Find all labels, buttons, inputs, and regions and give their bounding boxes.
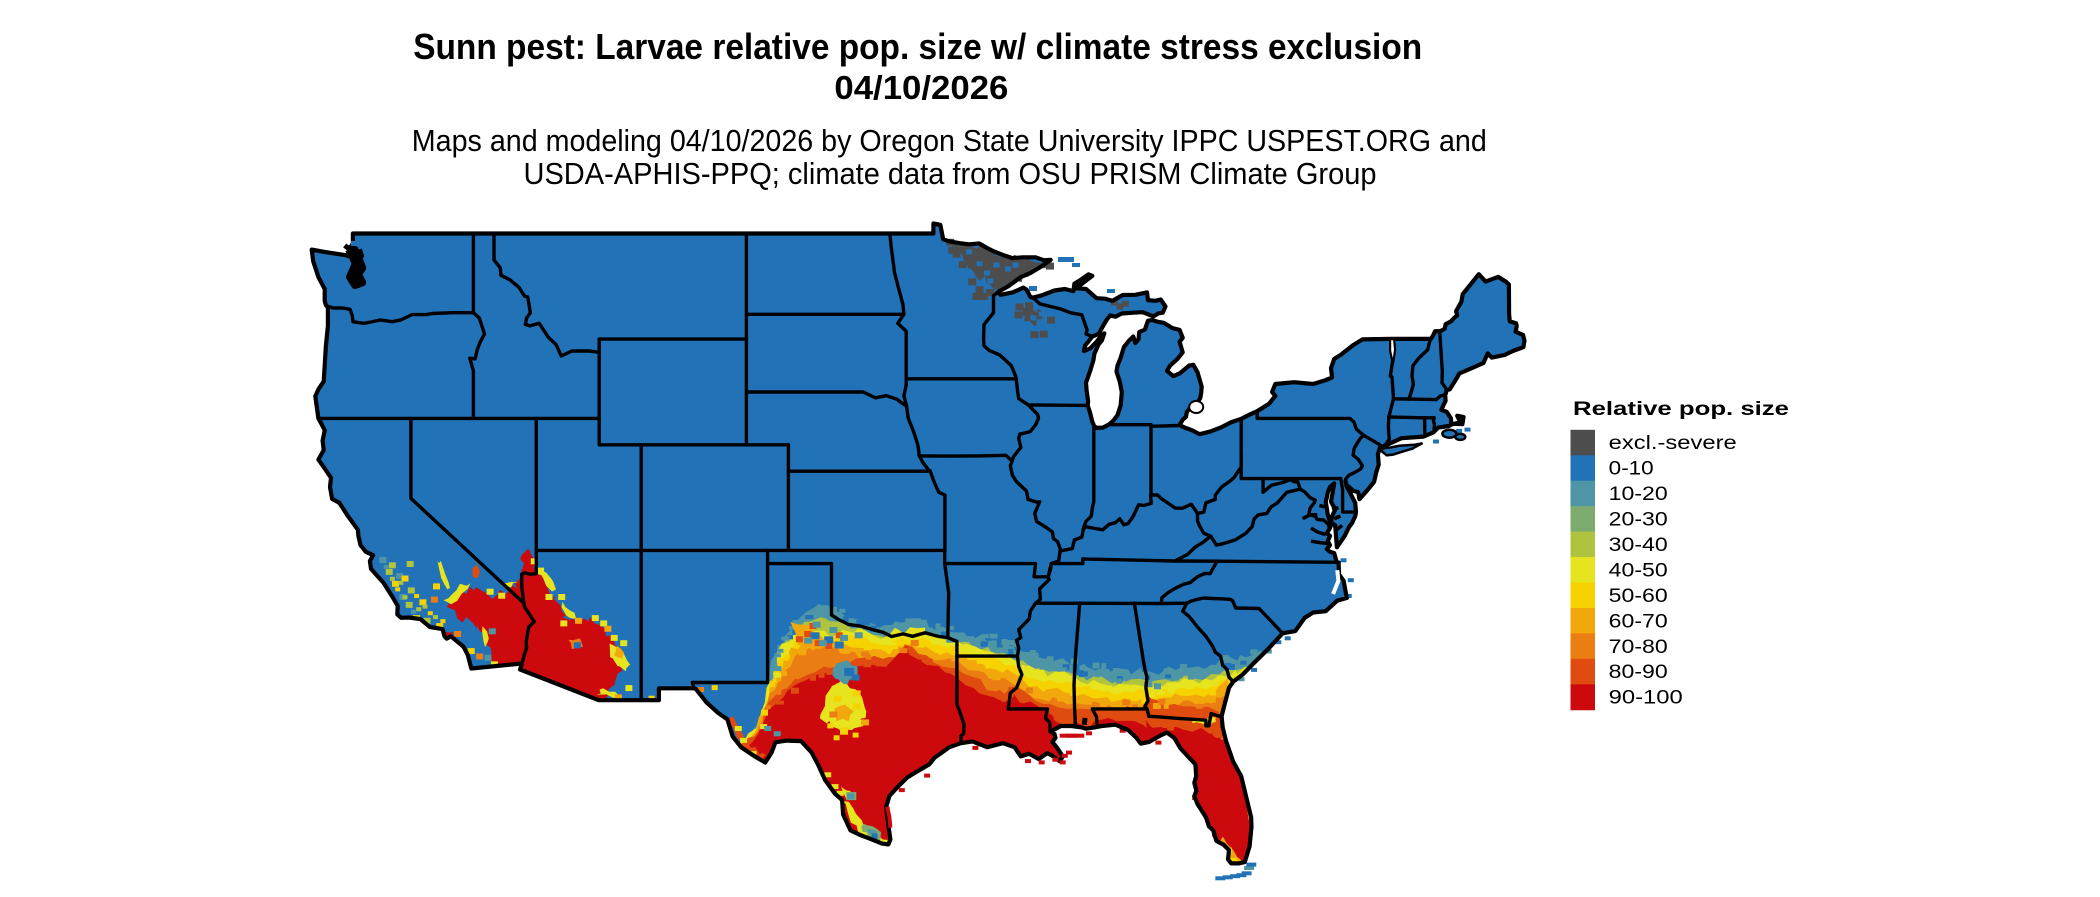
svg-text:Sunn pest: Larvae relative pop: Sunn pest: Larvae relative pop. size w/ … (413, 26, 1422, 67)
svg-text:20-30: 20-30 (1609, 510, 1668, 531)
svg-text:70-80: 70-80 (1609, 637, 1668, 658)
svg-text:40-50: 40-50 (1609, 561, 1668, 582)
svg-text:04/10/2026: 04/10/2026 (834, 69, 1008, 106)
svg-text:90-100: 90-100 (1609, 688, 1683, 709)
svg-text:50-60: 50-60 (1609, 586, 1668, 607)
svg-text:60-70: 60-70 (1609, 611, 1668, 632)
svg-text:10-20: 10-20 (1609, 484, 1668, 505)
svg-text:Maps and modeling 04/10/2026 b: Maps and modeling 04/10/2026 by Oregon S… (412, 123, 1487, 158)
svg-text:Relative pop. size: Relative pop. size (1573, 398, 1789, 420)
svg-text:30-40: 30-40 (1609, 535, 1668, 556)
svg-text:0-10: 0-10 (1609, 459, 1654, 480)
svg-text:80-90: 80-90 (1609, 662, 1668, 683)
svg-text:excl.-severe: excl.-severe (1609, 433, 1737, 454)
svg-text:USDA-APHIS-PPQ; climate data f: USDA-APHIS-PPQ; climate data from OSU PR… (524, 156, 1377, 191)
